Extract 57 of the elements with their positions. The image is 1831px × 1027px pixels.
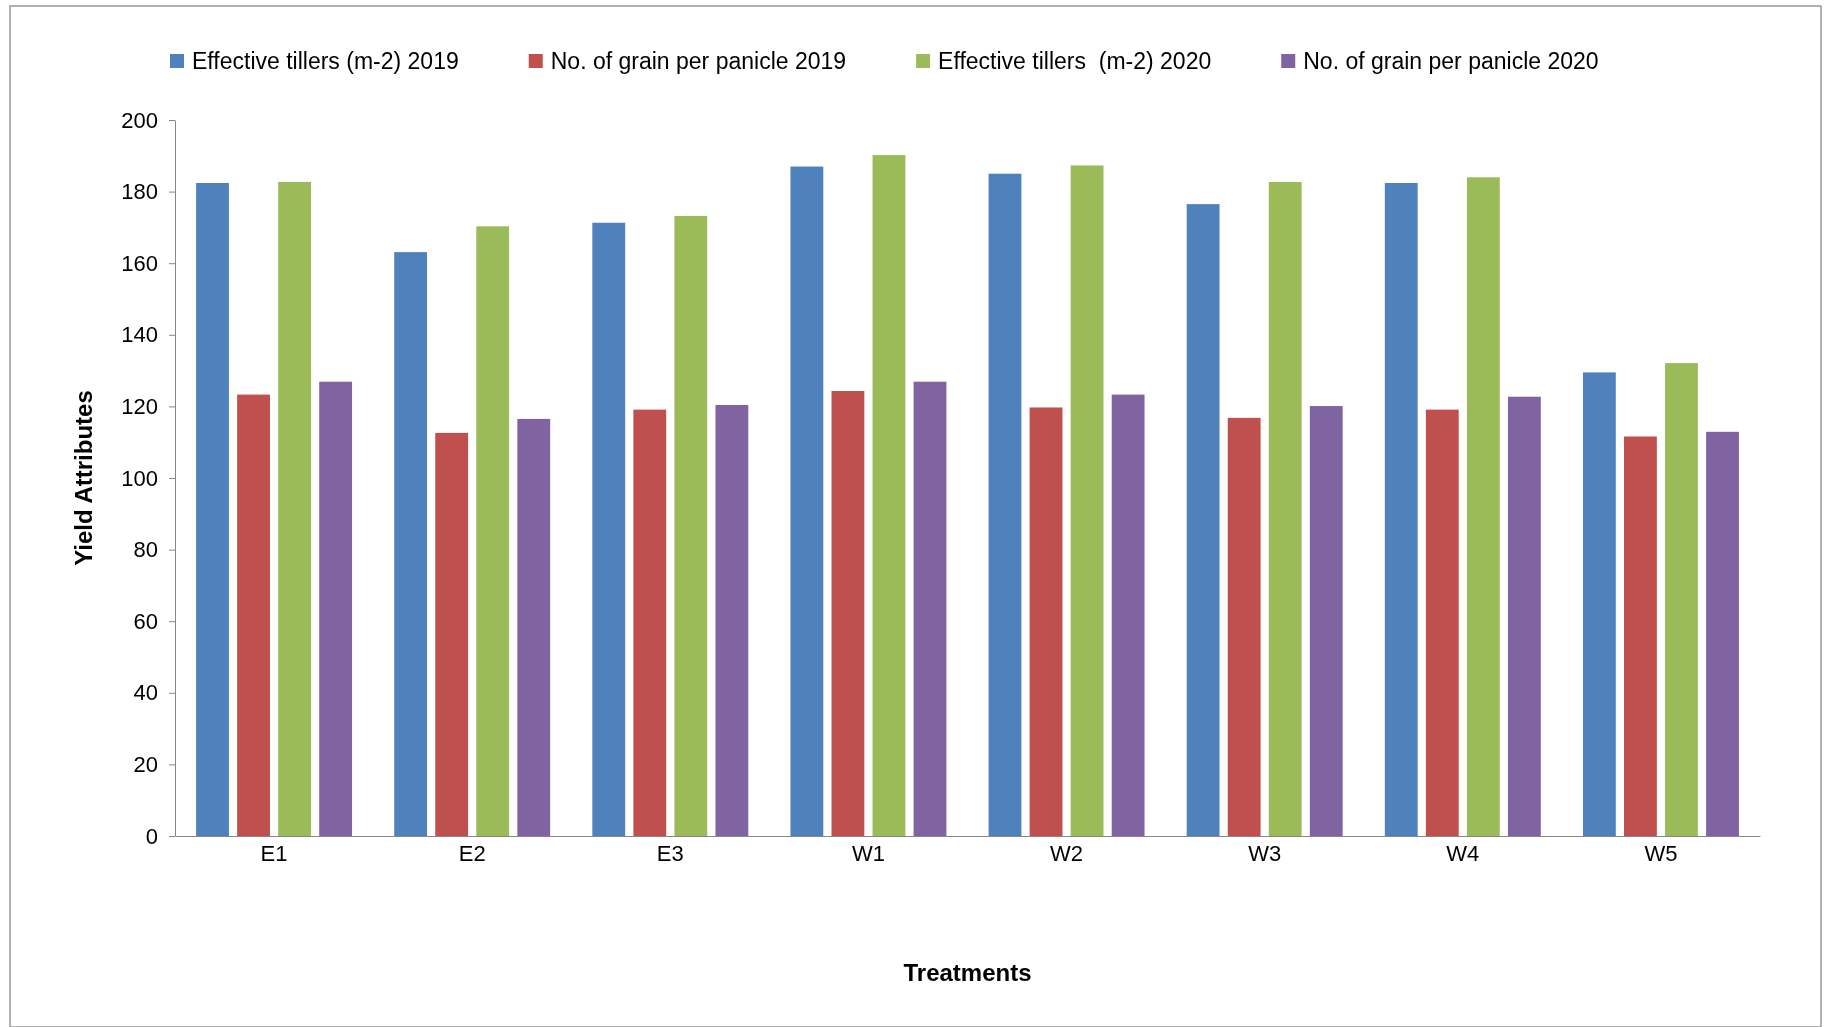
bar	[988, 173, 1022, 836]
legend-label: No. of grain per panicle 2020	[1303, 48, 1599, 74]
bar	[872, 155, 906, 836]
bar	[674, 215, 708, 836]
bar	[196, 183, 229, 836]
bar	[831, 391, 865, 836]
legend-label: Effective tillers (m-2) 2020	[938, 48, 1212, 74]
y-axis-title: Yield Attributes	[70, 390, 97, 566]
bar	[790, 166, 824, 836]
bar	[435, 432, 469, 836]
x-tick-label: W5	[1644, 841, 1678, 866]
y-tick-label: 160	[121, 250, 158, 276]
x-tick-label: E1	[260, 841, 288, 866]
bar	[1186, 204, 1220, 836]
y-tick-label: 140	[121, 322, 158, 348]
bar	[1111, 394, 1145, 836]
bar	[1665, 363, 1698, 836]
bar	[633, 409, 667, 836]
x-axis-title: Treatments	[903, 959, 1032, 986]
y-tick-label: 120	[121, 393, 158, 419]
legend-label: Effective tillers (m-2) 2019	[192, 48, 459, 74]
y-tick-label: 100	[121, 465, 158, 491]
bar	[1268, 181, 1302, 836]
bar	[592, 222, 626, 836]
bar	[1706, 431, 1739, 836]
y-tick-label: 80	[133, 537, 158, 563]
bar	[715, 404, 749, 836]
bar	[394, 252, 428, 836]
y-tick-label: 200	[121, 107, 158, 133]
y-tick-label: 180	[121, 179, 158, 205]
bar	[1425, 409, 1459, 836]
x-tick-label: W3	[1248, 841, 1282, 866]
x-tick-label: W4	[1446, 841, 1480, 866]
y-tick-label: 60	[133, 608, 158, 634]
x-tick-label: E3	[656, 841, 684, 866]
bar	[517, 418, 551, 836]
y-tick-label: 40	[133, 680, 158, 706]
bar	[1624, 436, 1657, 836]
bar	[278, 181, 311, 836]
y-tick-label: 0	[145, 823, 158, 849]
bar	[476, 226, 510, 836]
y-tick-label: 20	[133, 751, 158, 777]
bar	[1384, 183, 1418, 836]
bar	[1582, 372, 1616, 836]
bar	[913, 381, 947, 836]
bar	[319, 381, 353, 836]
bar	[1029, 407, 1063, 836]
bar	[1466, 177, 1500, 836]
x-tick-label: W1	[851, 841, 885, 866]
bar	[1309, 406, 1343, 836]
bar	[1507, 396, 1541, 836]
bar	[1227, 417, 1261, 836]
x-tick-label: E2	[458, 841, 486, 866]
bar	[237, 394, 270, 836]
x-tick-label: W2	[1050, 841, 1084, 866]
bar	[1070, 165, 1104, 836]
legend-label: No. of grain per panicle 2019	[550, 48, 847, 74]
